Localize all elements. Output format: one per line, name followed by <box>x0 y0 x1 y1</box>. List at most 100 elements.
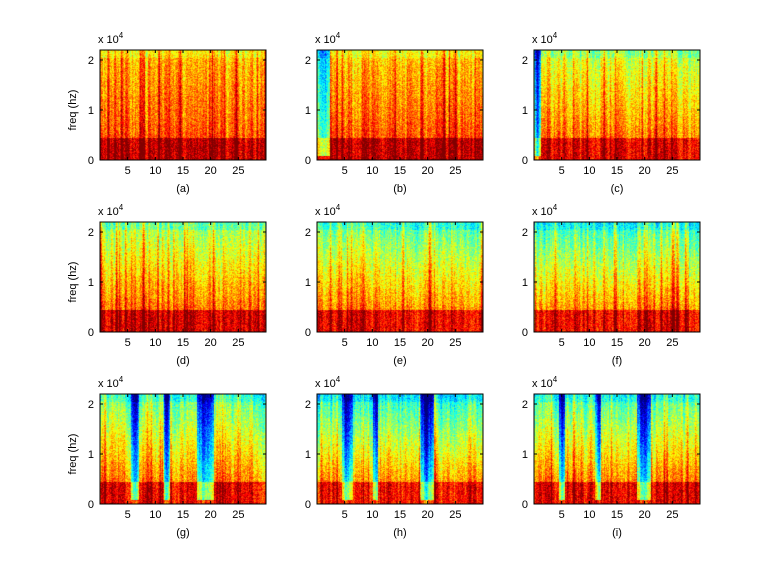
panel-g: 5 10 15 20 25 0 1 2 x 104 (g) freq (hz) <box>67 375 267 539</box>
x-tick-label: 10 <box>366 165 378 177</box>
y-tick-label: 1 <box>305 449 311 461</box>
y-tick-label: 2 <box>305 55 311 67</box>
y-tick-label: 1 <box>305 105 311 117</box>
y-tick-label: 2 <box>88 227 94 239</box>
x-tick-label: 20 <box>205 509 217 521</box>
scale-exponent: 4 <box>336 375 341 384</box>
scale-multiplier: x 104 <box>315 31 341 46</box>
panel-a: 5 10 15 20 25 0 1 2 x 104 (a) freq (hz) <box>67 31 267 195</box>
x-tick-label: 25 <box>666 337 678 349</box>
y-axis-label: freq (hz) <box>67 434 79 475</box>
panel-label: (b) <box>393 183 406 195</box>
scale-multiplier: x 104 <box>532 375 558 390</box>
x-tick-label: 15 <box>394 165 406 177</box>
y-tick-label: 0 <box>88 155 94 167</box>
x-tick-label: 25 <box>449 509 461 521</box>
scale-multiplier: x 104 <box>315 375 341 390</box>
scale-multiplier: x 104 <box>98 203 124 218</box>
y-tick-label: 2 <box>522 227 528 239</box>
scale-prefix: x 10 <box>98 206 119 218</box>
panel-label: (d) <box>176 355 189 367</box>
scale-exponent: 4 <box>119 31 124 40</box>
scale-multiplier: x 104 <box>532 203 558 218</box>
y-tick-label: 1 <box>88 105 94 117</box>
x-tick-label: 25 <box>449 165 461 177</box>
scale-exponent: 4 <box>119 375 124 384</box>
y-tick-label: 0 <box>305 499 311 511</box>
x-tick-label: 10 <box>583 165 595 177</box>
x-tick-label: 5 <box>559 337 565 349</box>
spectrogram-heatmap <box>100 50 266 160</box>
y-tick-label: 1 <box>522 277 528 289</box>
x-tick-label: 20 <box>639 509 651 521</box>
spectrogram-heatmap <box>100 222 266 332</box>
y-tick-label: 2 <box>305 399 311 411</box>
y-tick-label: 1 <box>522 449 528 461</box>
y-tick-label: 2 <box>88 399 94 411</box>
y-tick-label: 0 <box>522 499 528 511</box>
y-tick-label: 1 <box>88 449 94 461</box>
panel-b: 5 10 15 20 25 0 1 2 x 104 (b) <box>305 31 484 195</box>
panel-c: 5 10 15 20 25 0 1 2 x 104 (c) <box>522 31 701 195</box>
x-tick-label: 5 <box>342 337 348 349</box>
spectrogram-heatmap <box>317 50 483 160</box>
panel-label: (e) <box>393 355 406 367</box>
y-tick-label: 1 <box>305 277 311 289</box>
x-tick-label: 5 <box>559 509 565 521</box>
x-tick-label: 20 <box>639 337 651 349</box>
scale-exponent: 4 <box>553 203 558 212</box>
y-tick-label: 0 <box>305 327 311 339</box>
spectrogram-heatmap <box>317 222 483 332</box>
y-tick-label: 0 <box>88 327 94 339</box>
x-tick-label: 15 <box>177 165 189 177</box>
x-tick-label: 5 <box>559 165 565 177</box>
x-tick-label: 25 <box>666 509 678 521</box>
x-tick-label: 15 <box>177 337 189 349</box>
scale-multiplier: x 104 <box>532 31 558 46</box>
x-tick-label: 20 <box>639 165 651 177</box>
spectrogram-heatmap <box>317 394 483 504</box>
x-tick-label: 15 <box>394 337 406 349</box>
x-tick-label: 10 <box>583 337 595 349</box>
x-tick-label: 15 <box>177 509 189 521</box>
x-tick-label: 20 <box>422 337 434 349</box>
scale-prefix: x 10 <box>315 34 336 46</box>
panel-label: (c) <box>611 183 624 195</box>
x-tick-label: 10 <box>149 509 161 521</box>
x-tick-label: 25 <box>232 165 244 177</box>
x-tick-label: 15 <box>611 165 623 177</box>
x-tick-label: 25 <box>666 165 678 177</box>
panel-label: (h) <box>393 527 406 539</box>
scale-exponent: 4 <box>553 375 558 384</box>
spectrogram-heatmap <box>534 50 700 160</box>
scale-prefix: x 10 <box>315 378 336 390</box>
y-tick-label: 0 <box>522 327 528 339</box>
y-axis-label: freq (hz) <box>67 262 79 303</box>
x-tick-label: 10 <box>149 337 161 349</box>
scale-prefix: x 10 <box>98 378 119 390</box>
y-tick-label: 2 <box>522 55 528 67</box>
y-tick-label: 2 <box>88 55 94 67</box>
y-tick-label: 2 <box>522 399 528 411</box>
y-tick-label: 1 <box>88 277 94 289</box>
x-tick-label: 15 <box>611 337 623 349</box>
scale-multiplier: x 104 <box>98 31 124 46</box>
x-tick-label: 5 <box>125 337 131 349</box>
x-tick-label: 10 <box>366 337 378 349</box>
panel-e: 5 10 15 20 25 0 1 2 x 104 (e) <box>305 203 484 367</box>
x-tick-label: 10 <box>583 509 595 521</box>
scale-prefix: x 10 <box>532 378 553 390</box>
y-axis-label: freq (hz) <box>67 90 79 131</box>
x-tick-label: 25 <box>232 337 244 349</box>
x-tick-label: 20 <box>422 509 434 521</box>
x-tick-label: 5 <box>342 165 348 177</box>
y-tick-label: 1 <box>522 105 528 117</box>
y-tick-label: 2 <box>305 227 311 239</box>
panel-label: (i) <box>612 527 622 539</box>
x-tick-label: 20 <box>422 165 434 177</box>
scale-exponent: 4 <box>119 203 124 212</box>
scale-exponent: 4 <box>336 31 341 40</box>
spectrogram-heatmap <box>100 394 266 504</box>
panel-label: (g) <box>176 527 189 539</box>
